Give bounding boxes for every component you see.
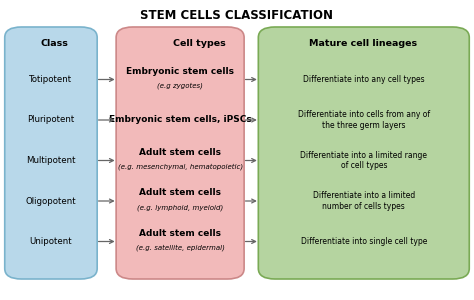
Text: Cell types: Cell types [173, 39, 226, 48]
Text: Differentiate into a limited
number of cells types: Differentiate into a limited number of c… [313, 191, 415, 211]
Text: Embryonic stem cells, iPSCs: Embryonic stem cells, iPSCs [109, 116, 252, 124]
Text: Class: Class [41, 39, 68, 48]
Text: Differentiate into cells from any of
the three germ layers: Differentiate into cells from any of the… [298, 110, 430, 130]
Text: Adult stem cells: Adult stem cells [139, 148, 221, 157]
Text: Adult stem cells: Adult stem cells [139, 229, 221, 238]
FancyBboxPatch shape [258, 27, 469, 279]
FancyBboxPatch shape [5, 27, 97, 279]
Text: (e.g zygotes): (e.g zygotes) [157, 83, 203, 89]
Text: Embryonic stem cells: Embryonic stem cells [126, 67, 234, 76]
Text: Adult stem cells: Adult stem cells [139, 188, 221, 197]
Text: Mature cell lineages: Mature cell lineages [309, 39, 417, 48]
Text: (e.g. satellite, epidermal): (e.g. satellite, epidermal) [136, 245, 225, 251]
Text: (e.g. mesenchymal, hematopoietic): (e.g. mesenchymal, hematopoietic) [118, 164, 243, 170]
Text: Differentiate into single cell type: Differentiate into single cell type [301, 237, 427, 246]
Text: Oligopotent: Oligopotent [26, 196, 76, 206]
Text: Unipotent: Unipotent [30, 237, 72, 246]
FancyBboxPatch shape [116, 27, 244, 279]
Text: STEM CELLS CLASSIFICATION: STEM CELLS CLASSIFICATION [140, 9, 334, 22]
Text: Multipotent: Multipotent [26, 156, 76, 165]
Text: Differentiate into a limited range
of cell types: Differentiate into a limited range of ce… [301, 151, 427, 170]
Text: Pluripotent: Pluripotent [27, 116, 74, 124]
Text: (e.g. lymphoid, myeloid): (e.g. lymphoid, myeloid) [137, 204, 223, 211]
Text: Totipotent: Totipotent [29, 75, 73, 84]
Text: Differentiate into any cell types: Differentiate into any cell types [303, 75, 425, 84]
